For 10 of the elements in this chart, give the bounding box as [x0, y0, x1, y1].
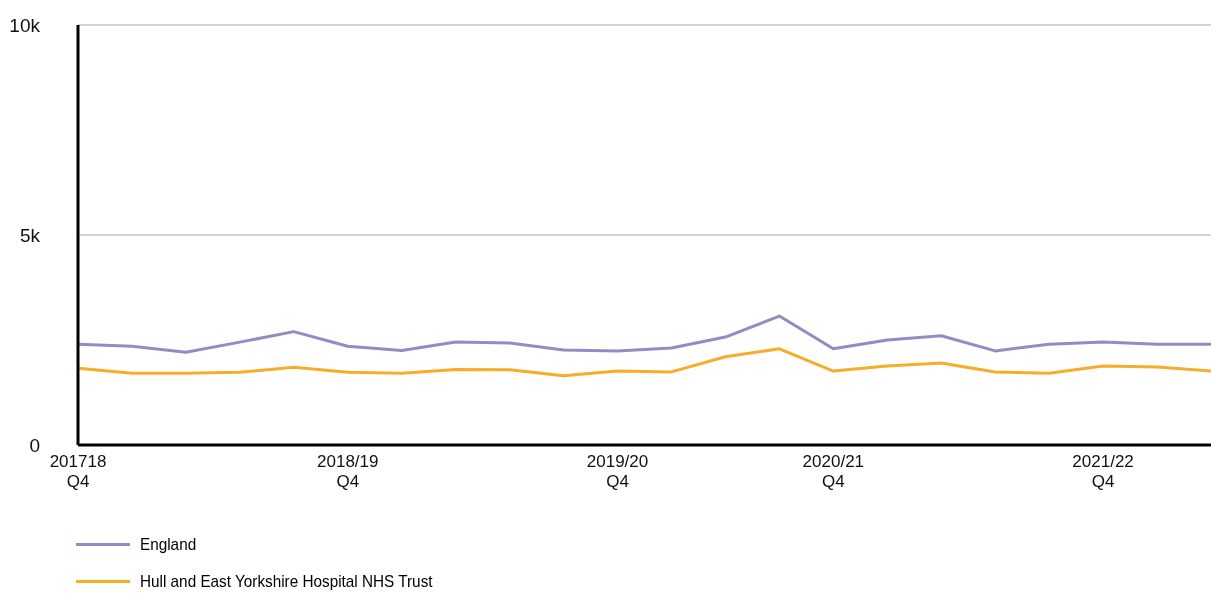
legend-label: Hull and East Yorkshire Hospital NHS Trust — [140, 572, 433, 592]
x-tick-label: 2019/20 Q4 — [586, 452, 649, 491]
y-tick-label: 10k — [9, 14, 41, 36]
legend-label: England — [140, 535, 197, 555]
y-tick-label: 5k — [19, 224, 41, 246]
x-tick-label: 2018/19 Q4 — [317, 452, 379, 491]
x-tick-label: 201718 Q4 — [49, 452, 107, 491]
x-tick-label: 2020/21 Q4 — [802, 452, 865, 491]
x-tick-label: 2021/22 Q4 — [1072, 452, 1134, 491]
y-tick-label: 0 — [29, 434, 40, 456]
